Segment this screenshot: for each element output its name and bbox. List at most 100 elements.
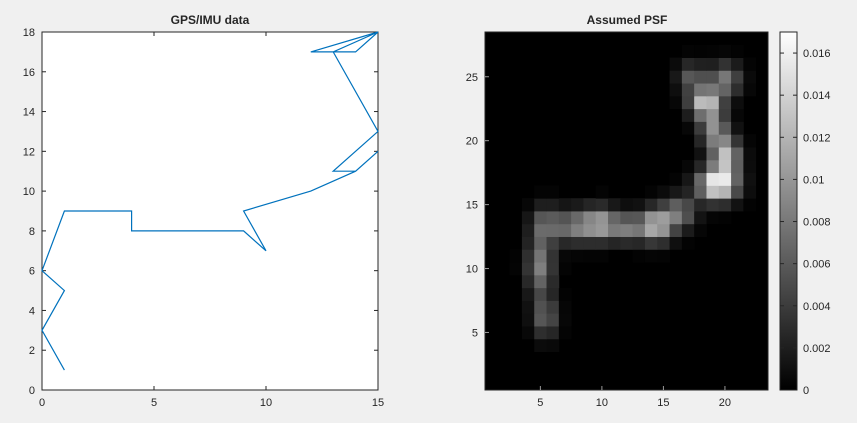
psf-cell xyxy=(571,249,584,263)
psf-ticks: 5 10 15 20 5 10 15 20 25 xyxy=(466,72,731,409)
psf-cell xyxy=(706,159,720,174)
psf-cell xyxy=(534,223,547,237)
psf-cell xyxy=(718,95,732,110)
psf-cell xyxy=(731,159,744,174)
psf-cell xyxy=(681,108,695,122)
psf-cell xyxy=(595,223,609,237)
psf-cell xyxy=(743,185,757,199)
psf-cell xyxy=(706,198,720,212)
psf-cell xyxy=(731,57,744,71)
colorbar-tick-label: 0 xyxy=(803,385,809,397)
psf-cell xyxy=(583,211,597,225)
psf-cell xyxy=(546,274,560,289)
psf-cell xyxy=(558,198,572,212)
psf-cell xyxy=(681,159,695,174)
psf-cell xyxy=(595,236,609,250)
psf-cell xyxy=(731,172,744,186)
psf-cell xyxy=(669,236,683,250)
psf-cell xyxy=(644,185,658,199)
psf-cell xyxy=(731,147,744,161)
psf-cell xyxy=(694,134,707,148)
psf-cell xyxy=(509,249,523,263)
psf-cell xyxy=(669,185,683,199)
psf-cell xyxy=(521,198,535,212)
psf-cell xyxy=(694,211,707,225)
psf-cell xyxy=(694,223,707,237)
psf-cell xyxy=(743,134,757,148)
psf-cell xyxy=(731,121,744,135)
psf-cell xyxy=(521,287,535,301)
psf-cell xyxy=(743,70,757,84)
psf-cell xyxy=(534,287,547,301)
psf-cell xyxy=(706,185,720,199)
gps-x-tick-label: 10 xyxy=(260,397,272,409)
gps-x-tick-label: 15 xyxy=(372,397,384,409)
psf-cell xyxy=(620,198,634,212)
psf-cell xyxy=(669,172,683,186)
psf-cell xyxy=(546,223,560,237)
psf-cell xyxy=(546,249,560,263)
psf-cell xyxy=(681,223,695,237)
psf-cell xyxy=(706,147,720,161)
psf-cell xyxy=(694,83,707,97)
psf-cell xyxy=(546,185,560,199)
psf-cell xyxy=(521,211,535,225)
psf-cell xyxy=(718,108,732,122)
psf-cell xyxy=(521,249,535,263)
psf-cell xyxy=(731,83,744,97)
psf-cell xyxy=(681,211,695,225)
psf-cell xyxy=(546,287,560,301)
psf-cell xyxy=(718,83,732,97)
psf-cell xyxy=(534,198,547,212)
psf-cell xyxy=(731,134,744,148)
psf-cell xyxy=(718,134,732,148)
psf-cell xyxy=(706,108,720,122)
psf-cell xyxy=(632,223,646,237)
psf-cell xyxy=(632,236,646,250)
psf-cell xyxy=(534,249,547,263)
psf-cell xyxy=(521,223,535,237)
psf-cell xyxy=(571,236,584,250)
psf-cell xyxy=(657,236,670,250)
colorbar-tick-label: 0.01 xyxy=(803,174,824,186)
psf-cell xyxy=(534,313,547,327)
psf-cell xyxy=(743,172,757,186)
psf-cell xyxy=(681,70,695,84)
psf-cell xyxy=(669,211,683,225)
psf-y-tick-label: 20 xyxy=(466,136,478,148)
psf-cell xyxy=(546,211,560,225)
psf-cell xyxy=(694,172,707,186)
psf-cell xyxy=(534,236,547,250)
psf-cell xyxy=(558,211,572,225)
psf-cell xyxy=(558,300,572,314)
psf-cell xyxy=(571,211,584,225)
psf-cell xyxy=(669,83,683,97)
psf-cell xyxy=(558,223,572,237)
psf-image xyxy=(509,44,757,353)
psf-cell xyxy=(657,211,670,225)
colorbar-ticks: 0 0.002 0.004 0.006 0.008 0.01 0.012 0.014 0.016 xyxy=(780,48,831,397)
psf-cell xyxy=(657,249,670,263)
psf-cell xyxy=(706,83,720,97)
colorbar-tick-label: 0.008 xyxy=(803,217,831,229)
colorbar-tick-label: 0.014 xyxy=(803,90,831,102)
gps-y-tick-label: 10 xyxy=(23,186,35,198)
gps-y-tick-label: 2 xyxy=(29,345,35,357)
gps-y-tick-label: 18 xyxy=(23,27,35,39)
psf-cell xyxy=(558,236,572,250)
psf-cell xyxy=(669,57,683,71)
psf-cell xyxy=(706,172,720,186)
psf-cell xyxy=(718,70,732,84)
psf-cell xyxy=(608,236,621,250)
psf-cell xyxy=(632,211,646,225)
psf-cell xyxy=(681,236,695,250)
psf-cell xyxy=(718,159,732,174)
psf-cell xyxy=(706,134,720,148)
psf-cell xyxy=(521,326,535,340)
psf-cell xyxy=(521,313,535,327)
gps-y-tick-label: 14 xyxy=(23,107,35,119)
psf-cell xyxy=(521,300,535,314)
psf-cell xyxy=(558,326,572,340)
psf-cell xyxy=(620,223,634,237)
gps-y-tick-label: 4 xyxy=(29,305,35,317)
